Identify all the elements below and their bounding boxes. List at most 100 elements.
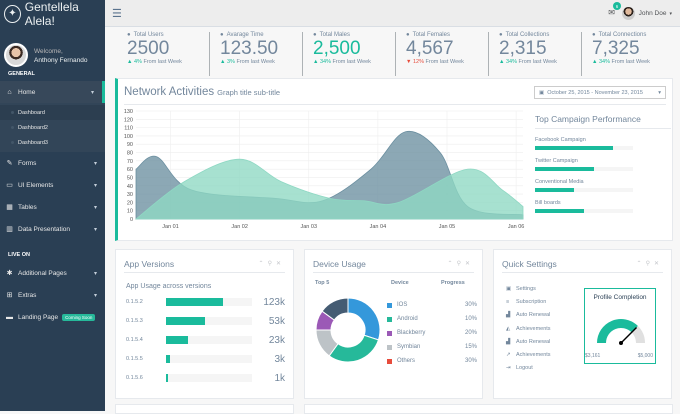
panel-controls[interactable]: ⌃⚲✕: [258, 261, 285, 267]
sidebar-subitem-dashboard3[interactable]: Dashboard3: [0, 135, 105, 150]
stat-delta-value: 34%: [505, 59, 517, 65]
sidebar-item-label: Extras: [18, 291, 37, 299]
user-icon: ●: [592, 32, 596, 38]
panel-controls[interactable]: ⌃⚲✕: [447, 261, 474, 267]
campaign-label: Twitter Campaign: [535, 158, 578, 164]
donut-slice: [328, 334, 380, 363]
sidebar-item-ui-elements[interactable]: ▭ UI Elements ▾: [0, 174, 105, 196]
panel-title: Quick Settings: [502, 258, 557, 269]
caret-down-icon: ▾: [658, 89, 661, 96]
sidebar-item-label: Landing Page: [18, 313, 59, 321]
home-submenu: Dashboard Dashboard2 Dashboard3: [0, 103, 105, 152]
device-pct: 15%: [464, 344, 477, 350]
arrow-up-icon: ▲: [127, 59, 134, 65]
quick-setting-settings[interactable]: ▣ Settings: [506, 283, 536, 295]
stat-title-text: Total Users: [133, 32, 164, 38]
bars-icon: ≡: [506, 299, 510, 306]
arrow-up-icon: ▲: [313, 59, 320, 65]
stat-delta-value: 4%: [133, 59, 142, 65]
stat-suffix: From last Week: [611, 59, 650, 65]
y-tick-label: 0: [130, 217, 133, 223]
signout-icon: ⇥: [506, 365, 511, 372]
brand[interactable]: ✦ Gentellela Alela!: [0, 0, 105, 28]
campaign-label: Facebook Campaign: [535, 137, 586, 143]
quick-setting-achievements[interactable]: ◭ Achievements: [506, 323, 551, 335]
sidebar-item-home[interactable]: ⌂ Home ▾: [0, 81, 105, 103]
quick-settings-panel: Quick Settings ⌃⚲✕ ▣ Settings ≡ Subscriptio…: [493, 249, 672, 399]
menu-toggle-icon[interactable]: ☰: [112, 8, 122, 20]
campaign-progress-bar: [535, 167, 633, 171]
panel-title: Device Usage: [313, 258, 366, 269]
sidebar-item-extras[interactable]: ⊞ Extras ▾: [0, 284, 105, 306]
sidebar-item-tables[interactable]: ▦ Tables ▾: [0, 196, 105, 218]
date-range-picker[interactable]: ▣ October 25, 2015 - November 23, 2015 ▾: [534, 86, 666, 99]
sidebar-item-label: Data Presentation: [18, 225, 71, 233]
stat-tile: ● Total Females 4,567 ▼ 12% From last Week: [395, 32, 488, 76]
quick-setting-label: Auto Renewal: [516, 338, 551, 345]
panel-controls[interactable]: ⌃⚲✕: [636, 261, 663, 267]
progress-fill: [166, 374, 168, 382]
date-range-text: October 25, 2015 - November 23, 2015: [547, 89, 643, 96]
paw-icon: ✦: [4, 4, 21, 23]
version-label: 0.1.5.2: [126, 299, 143, 305]
stat-title-text: Total Connections: [598, 32, 647, 38]
quick-setting-logout[interactable]: ⇥ Logout: [506, 362, 533, 374]
stat-footer: ▲ 4% From last Week: [127, 59, 209, 65]
stat-title-text: Avarage Time: [226, 32, 264, 38]
profile-name: Anthony Fernando: [34, 56, 88, 64]
stat-title: ● Total Males: [313, 32, 395, 38]
sidebar-subitem-dashboard[interactable]: Dashboard: [0, 105, 105, 120]
user-icon: ●: [127, 32, 131, 38]
envelope-icon[interactable]: ✉ 6: [608, 2, 621, 17]
progress-fill: [166, 355, 171, 363]
sidebar-subitem-dashboard2[interactable]: Dashboard2: [0, 120, 105, 135]
stat-footer: ▲ 34% From last Week: [499, 59, 581, 65]
y-tick-label: 130: [124, 109, 133, 115]
quick-setting-subscription[interactable]: ≡ Subscription: [506, 296, 546, 308]
device-row: Android 10%: [387, 313, 477, 325]
quick-setting-auto-renewal[interactable]: ▟ Auto Renewal: [506, 309, 550, 321]
stat-footer: ▲ 34% From last Week: [313, 59, 395, 65]
sidebar-item-label: Home: [18, 88, 36, 96]
device-pct: 10%: [464, 316, 477, 322]
line-chart-icon: ↗: [506, 352, 511, 358]
y-tick-label: 120: [124, 117, 133, 123]
desktop-icon: ▭: [6, 182, 13, 189]
stat-value: 7,325: [592, 38, 640, 59]
stat-title: ● Total Collections: [499, 32, 581, 38]
stat-delta: ▲ 3%: [220, 59, 235, 65]
gauge-min: $3,161: [585, 353, 601, 359]
device-label: Blackberry: [397, 330, 426, 336]
stat-footer: ▲ 3% From last Week: [220, 59, 302, 65]
version-bar: [166, 336, 252, 344]
campaign-row: Twitter Campaign: [535, 158, 671, 171]
stat-delta-value: 3%: [226, 59, 235, 65]
quick-setting-auto-renewal[interactable]: ▟ Auto Renewal: [506, 336, 550, 348]
sidebar-item-forms[interactable]: ✎ Forms ▾: [0, 152, 105, 174]
chevron-down-icon: ▾: [90, 89, 94, 96]
user-icon: ●: [499, 32, 503, 38]
sidebar-item-landing-page[interactable]: ▬ Landing Page Coming Soon: [0, 306, 105, 328]
x-tick-label: Jan 04: [370, 224, 387, 230]
avatar: [621, 7, 635, 20]
device-row: IOS 30%: [387, 299, 477, 311]
network-subtitle: Graph title sub-title: [217, 88, 281, 97]
user-menu[interactable]: John Doe ▾: [621, 7, 672, 20]
quick-setting-achievements[interactable]: ↗ Achievements: [506, 349, 551, 361]
table-icon: ▦: [6, 204, 13, 211]
area-chart-icon: ◭: [506, 325, 511, 332]
sidebar-item-additional-pages[interactable]: ✱ Additional Pages ▾: [0, 262, 105, 284]
edit-icon: ✎: [6, 160, 13, 167]
device-pct: 30%: [464, 302, 477, 308]
progress-fill: [535, 188, 575, 192]
stat-footer: ▼ 12% From last Week: [406, 59, 488, 65]
bar-chart-icon: ▥: [6, 226, 13, 233]
version-label: 0.1.5.4: [126, 337, 143, 343]
sidebar-item-data-presentation[interactable]: ▥ Data Presentation ▾: [0, 218, 105, 240]
user-icon: ●: [406, 32, 410, 38]
campaign-row: Bill boards: [535, 200, 671, 213]
y-tick-label: 20: [127, 200, 133, 206]
y-tick-label: 30: [127, 192, 133, 198]
panel-header: Device Usage ⌃⚲✕: [313, 255, 474, 273]
stat-value: 2500: [127, 38, 170, 59]
